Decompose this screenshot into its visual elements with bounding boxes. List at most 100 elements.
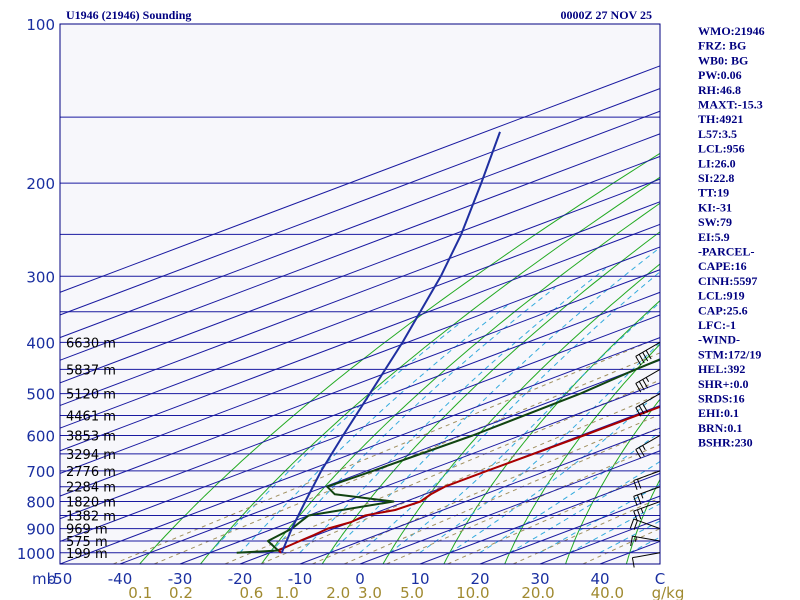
wind-barb-half-flag xyxy=(635,536,637,542)
wind-barb-staff xyxy=(632,552,661,559)
index-line: SW:79 xyxy=(698,215,732,229)
dry-adiabat xyxy=(321,231,660,564)
mixing-ratio-tick-label: 5.0 xyxy=(400,584,424,600)
wind-barb-half-flag xyxy=(642,445,646,451)
isotherm-line xyxy=(60,87,660,316)
wind-barb-staff xyxy=(632,535,661,542)
pressure-tick-label: 300 xyxy=(26,268,55,286)
wind-barb xyxy=(635,393,661,417)
index-line: MAXT:-15.3 xyxy=(698,98,763,112)
index-line: BSHR:230 xyxy=(698,436,753,450)
isotherm-line xyxy=(60,178,660,407)
temperature-tick-label: 10 xyxy=(410,570,429,588)
temperature-tick-label: -10 xyxy=(288,570,313,588)
height-label: 1382 m xyxy=(66,509,116,524)
wind-barb-flag xyxy=(630,536,633,547)
mixing-ratio-line xyxy=(260,393,660,564)
isotherm-line xyxy=(60,155,660,384)
pressure-tick-label: 800 xyxy=(26,494,55,512)
wind-barb-half-flag xyxy=(640,508,644,514)
wind-barb xyxy=(635,435,661,459)
wind-barb-flag xyxy=(635,356,642,366)
mixing-ratio-line xyxy=(154,352,660,564)
isotherm-line xyxy=(60,291,660,520)
temperature-axis: -50 -40 -30 -20 -10 0 10 20 30 40 C xyxy=(48,570,665,588)
index-line: WB0: BG xyxy=(698,53,748,67)
wind-barb-flag xyxy=(635,407,642,417)
wind-barb xyxy=(633,486,661,506)
pressure-tick-label: 900 xyxy=(26,521,55,539)
plot-frame xyxy=(59,23,661,565)
wind-barb-flag xyxy=(633,510,638,521)
temperature-tick-label: -20 xyxy=(228,570,253,588)
index-line: -WIND- xyxy=(698,333,740,347)
isotherm-line xyxy=(60,314,660,542)
dry-adiabat xyxy=(443,300,660,564)
wind-barb xyxy=(631,552,661,568)
mixing-ratio-tick-label: g/kg xyxy=(652,584,685,600)
mixing-ratio-tick-label: 0.1 xyxy=(128,584,152,600)
mixing-ratio-tick-label: 0.6 xyxy=(239,584,263,600)
height-label: 3294 m xyxy=(66,448,116,463)
index-line: BRN:0.1 xyxy=(698,421,742,435)
index-line: RH:46.8 xyxy=(698,83,741,97)
isotherm-line xyxy=(60,133,660,361)
wind-barb xyxy=(630,535,661,547)
index-line: LCL:919 xyxy=(698,289,745,303)
wind-barb-flag xyxy=(638,381,645,391)
wind-barb-flag xyxy=(631,557,635,568)
mixing-ratio-line xyxy=(582,528,660,564)
temperature-tick-label: 20 xyxy=(470,570,489,588)
index-line: SHR+:0.0 xyxy=(698,377,749,391)
height-label: 4461 m xyxy=(66,410,116,425)
isotherm-line xyxy=(299,427,660,564)
wind-barb xyxy=(629,518,661,530)
pressure-unit-label: mb xyxy=(32,570,56,588)
dewpoint-trace xyxy=(236,358,660,554)
index-line: LI:26.0 xyxy=(698,156,736,170)
mixing-ratio-lines xyxy=(113,341,660,564)
wind-barb xyxy=(635,341,661,366)
pressure-tick-label: 400 xyxy=(26,334,55,352)
index-line: TT:19 xyxy=(698,186,729,200)
wind-barb-flag xyxy=(633,520,638,530)
wind-barb-staff xyxy=(635,368,661,384)
wind-barb-staff xyxy=(633,518,661,530)
index-line: EHI:0.1 xyxy=(698,406,739,420)
parcel-trace xyxy=(280,131,501,554)
index-line: -PARCEL- xyxy=(698,245,754,259)
isotherm-line xyxy=(60,201,660,429)
index-line: HEL:392 xyxy=(698,362,745,376)
wind-barb-half-flag xyxy=(640,493,644,499)
sounding-traces xyxy=(236,131,660,554)
height-labels: 6630 m 5837 m 5120 m 4461 m 3853 m 3294 m 2776… xyxy=(66,336,116,561)
index-line: CAPE:16 xyxy=(698,259,747,273)
temperature-tick-label: 0 xyxy=(355,570,365,588)
index-line: TH:4921 xyxy=(698,112,743,126)
height-label: 6630 m xyxy=(66,336,116,351)
moist-adiabat xyxy=(509,460,660,554)
isotherm-line xyxy=(179,382,660,564)
dry-adiabat xyxy=(200,176,660,564)
wind-barb-staff xyxy=(635,435,661,450)
wind-barb-flag xyxy=(638,447,645,457)
temperature-tick-label: 30 xyxy=(530,570,549,588)
mixing-ratio-tick-label: 3.0 xyxy=(358,584,382,600)
isotherm-line xyxy=(359,450,660,564)
pressure-tick-label: 1000 xyxy=(17,545,55,563)
temperature-tick-label: -50 xyxy=(48,570,73,588)
sounding-time: 0000Z 27 NOV 25 xyxy=(561,8,652,22)
dry-adiabat xyxy=(504,343,660,564)
moist-adiabat xyxy=(359,271,660,554)
wind-barb-flag xyxy=(636,478,642,489)
plot-area xyxy=(60,24,660,564)
isotherms xyxy=(60,65,660,564)
index-line: PW:0.06 xyxy=(698,68,742,82)
index-line: WMO:21946 xyxy=(698,24,765,38)
pressure-tick-label: 700 xyxy=(26,463,55,481)
wind-barb-flag xyxy=(636,509,642,520)
mixing-ratio-line xyxy=(447,469,660,564)
index-line: CAP:25.6 xyxy=(698,303,748,317)
temperature-tick-label: C xyxy=(655,570,665,588)
temperature-tick-label: 40 xyxy=(590,570,609,588)
